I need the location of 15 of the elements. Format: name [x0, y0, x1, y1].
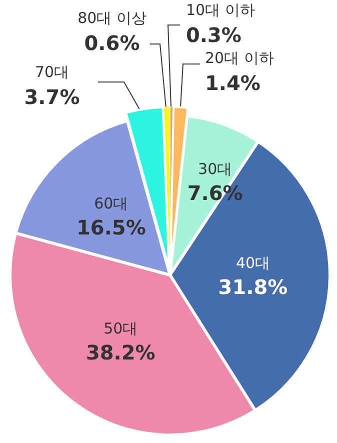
slice-label: 50대 — [104, 320, 138, 338]
data-label: 16.5% — [76, 215, 146, 240]
data-label: 1.4% — [205, 71, 260, 95]
slice-label: 40대 — [236, 254, 270, 272]
data-label: 31.8% — [218, 274, 288, 299]
slice-label: 60대 — [94, 194, 128, 212]
slice-label: 30대 — [198, 160, 232, 178]
slice-label: 20대 이하 — [205, 49, 274, 67]
data-label: 0.3% — [186, 23, 242, 47]
slice-label: 80대 이상 — [78, 9, 146, 27]
data-label: 38.2% — [86, 340, 156, 365]
data-label: 3.7% — [24, 85, 80, 109]
slice-label: 70대 — [34, 63, 70, 81]
slice-label: 10대 이하 — [186, 1, 255, 19]
data-label: 0.6% — [84, 31, 140, 55]
